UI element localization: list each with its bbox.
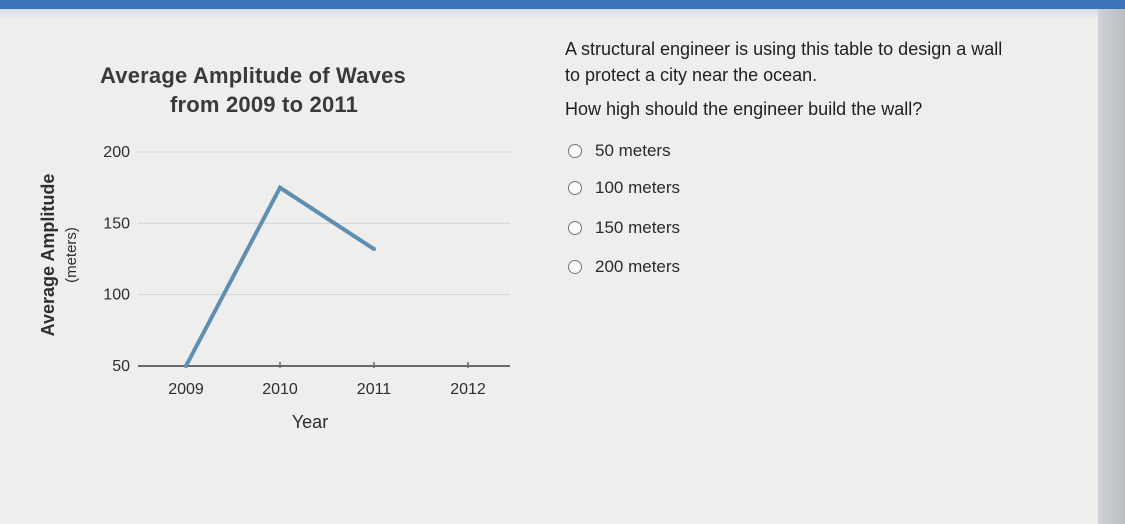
y-tick-label: 100 <box>103 287 130 304</box>
radio-button-icon[interactable] <box>568 181 582 195</box>
x-tick-labels: 2009 2010 2011 2012 <box>168 362 486 398</box>
top-bar-shadow <box>0 9 1125 19</box>
x-tick-label: 2011 <box>357 381 392 398</box>
data-points <box>184 185 376 368</box>
answer-option-50[interactable]: 50 meters <box>568 141 671 161</box>
top-bar <box>0 0 1125 9</box>
question-text: A structural engineer is using this tabl… <box>565 36 1090 122</box>
question-line: to protect a city near the ocean. <box>565 65 818 85</box>
series-line <box>184 184 376 367</box>
x-tick-label: 2010 <box>262 381 298 398</box>
x-axis-label: Year <box>292 412 328 432</box>
y-tick-labels: 50 100 150 200 <box>103 144 130 375</box>
radio-button-icon[interactable] <box>568 144 582 158</box>
x-tick-label: 2012 <box>450 381 486 398</box>
data-point <box>184 364 188 368</box>
radio-button-icon[interactable] <box>568 260 582 274</box>
chart-subtitle: from 2009 to 2011 <box>170 92 359 117</box>
y-axis-unit-label: (meters) <box>63 227 80 283</box>
answer-option-label: 100 meters <box>595 178 681 197</box>
gridlines <box>138 151 510 367</box>
chart-title: Average Amplitude of Waves <box>100 63 406 88</box>
y-axis-label: Average Amplitude <box>38 174 58 337</box>
y-tick-label: 50 <box>112 358 130 375</box>
data-point <box>278 185 282 190</box>
right-edge-panel <box>1098 9 1125 524</box>
line-chart: 50 100 150 200 2009 2010 2011 2012 Year Averag… <box>38 144 510 432</box>
y-tick-label: 200 <box>103 144 130 161</box>
answer-option-label: 150 meters <box>595 218 681 237</box>
radio-button-icon[interactable] <box>568 221 582 235</box>
answer-option-150[interactable]: 150 meters <box>568 218 680 238</box>
answer-option-label: 200 meters <box>595 257 681 276</box>
data-point <box>372 247 376 252</box>
y-tick-label: 150 <box>103 215 130 232</box>
answer-option-100[interactable]: 100 meters <box>568 178 680 198</box>
question-line: A structural engineer is using this tabl… <box>565 39 1003 59</box>
answer-option-label: 50 meters <box>595 141 671 160</box>
answer-option-200[interactable]: 200 meters <box>568 257 680 277</box>
question-line: How high should the engineer build the w… <box>565 99 923 119</box>
x-tick-label: 2009 <box>168 381 204 398</box>
series-lines <box>184 184 376 367</box>
